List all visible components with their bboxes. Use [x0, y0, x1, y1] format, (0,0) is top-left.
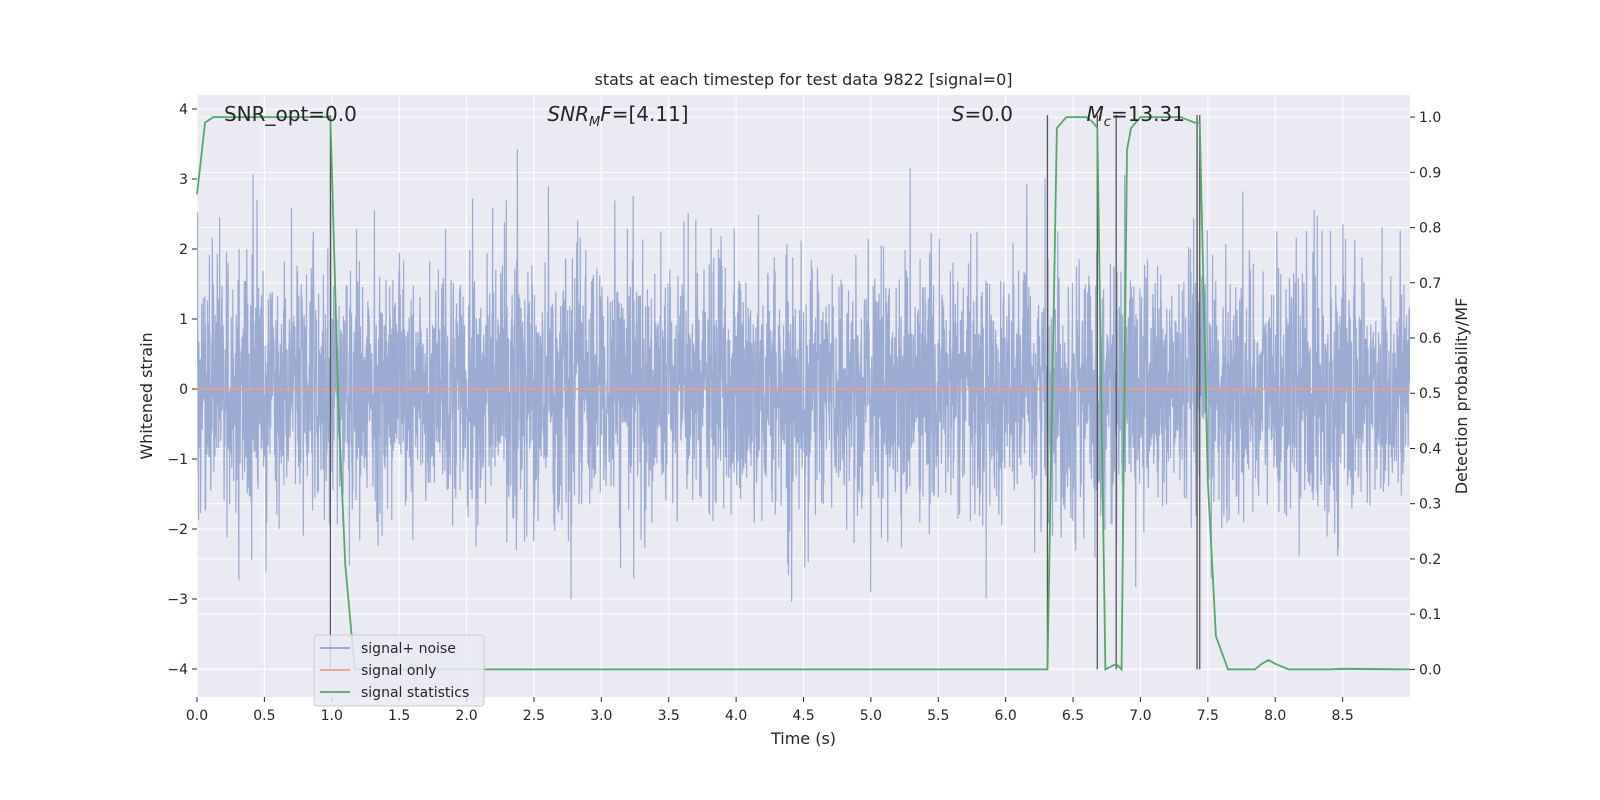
- x-tick-label: 8.5: [1331, 708, 1353, 724]
- y-left-tick-label: 3: [179, 172, 188, 188]
- x-tick-label: 5.0: [860, 708, 882, 724]
- series-signal-statistics: [196, 116, 1411, 672]
- y-left-tick-label: 2: [179, 242, 188, 258]
- x-tick-label: 3.5: [658, 708, 680, 724]
- x-tick-label: 7.5: [1197, 708, 1219, 724]
- noise-line: [197, 149, 1410, 602]
- x-tick-label: 3.0: [590, 708, 612, 724]
- y-right-tick-label: 0.2: [1419, 552, 1441, 568]
- y-right-tick-label: 0.7: [1419, 276, 1441, 292]
- vertical-markers: [329, 115, 1201, 670]
- y-right-tick-label: 1.0: [1419, 110, 1441, 126]
- x-tick-label: 8.0: [1264, 708, 1286, 724]
- x-tick-label: 0.0: [186, 708, 208, 724]
- chart-title: stats at each timestep for test data 982…: [594, 70, 1012, 89]
- x-tick-label: 5.5: [927, 708, 949, 724]
- legend-label: signal statistics: [361, 685, 469, 701]
- y-left-tick-label: −3: [167, 592, 188, 608]
- signal-statistics-line: [196, 116, 1411, 672]
- y-right-tick-label: 0.0: [1419, 662, 1441, 678]
- x-tick-label: 4.0: [725, 708, 747, 724]
- y-axis-left-ticks: −4 −3 −2 −1 0 1 2 3 4: [167, 102, 197, 678]
- y-right-tick-label: 0.4: [1419, 441, 1441, 457]
- series-signal-noise: [197, 149, 1410, 602]
- annotation-text: Mc=13.31: [1087, 102, 1185, 130]
- y-right-tick-label: 0.5: [1419, 386, 1441, 402]
- y-left-tick-label: 4: [179, 102, 188, 118]
- x-axis-ticks: 0.0 0.5 1.0 1.5 2.0 2.5 3.0 3.5 4.0 4.5 5.0 5.5 6.0 6…: [186, 697, 1354, 724]
- y-right-tick-label: 0.8: [1419, 221, 1441, 237]
- y-left-tick-label: −1: [167, 452, 188, 468]
- x-tick-label: 2.0: [455, 708, 477, 724]
- legend-box: [313, 634, 485, 707]
- y-left-tick-label: −4: [167, 662, 188, 678]
- x-tick-label: 1.5: [388, 708, 410, 724]
- y-left-tick-label: 1: [179, 312, 188, 328]
- x-tick-label: 6.0: [995, 708, 1017, 724]
- x-tick-label: 0.5: [253, 708, 275, 724]
- y-left-tick-label: −2: [167, 522, 188, 538]
- y-right-tick-label: 0.1: [1419, 607, 1441, 623]
- legend: signal+ noise signal only signal statistic…: [313, 634, 485, 707]
- y-right-tick-label: 0.3: [1419, 497, 1441, 513]
- x-axis-label: Time (s): [770, 729, 836, 748]
- annotation-text: S=0.0: [952, 102, 1013, 126]
- y-right-tick-label: 0.9: [1419, 165, 1441, 181]
- y-axis-right-label: Detection probability/MF: [1452, 298, 1471, 495]
- legend-label: signal+ noise: [361, 641, 456, 657]
- x-tick-label: 6.5: [1062, 708, 1084, 724]
- annotation-text: SNRMF=[4.11]: [547, 102, 688, 130]
- x-tick-label: 1.0: [321, 708, 343, 724]
- legend-label: signal only: [361, 663, 436, 679]
- annotations: SNR_opt=0.0 SNRMF=[4.11] S=0.0 Mc=13.31: [224, 102, 1185, 130]
- y-right-tick-label: 0.6: [1419, 331, 1441, 347]
- x-tick-label: 2.5: [523, 708, 545, 724]
- y-left-tick-label: 0: [179, 382, 188, 398]
- annotation-text: SNR_opt=0.0: [224, 102, 357, 126]
- x-tick-label: 7.0: [1129, 708, 1151, 724]
- x-tick-label: 4.5: [792, 708, 814, 724]
- y-axis-left-label: Whitened strain: [137, 332, 156, 459]
- y-axis-right-ticks: 0.0 0.1 0.2 0.3 0.4 0.5 0.6 0.7 0.8 0.9 1.0: [1410, 110, 1441, 678]
